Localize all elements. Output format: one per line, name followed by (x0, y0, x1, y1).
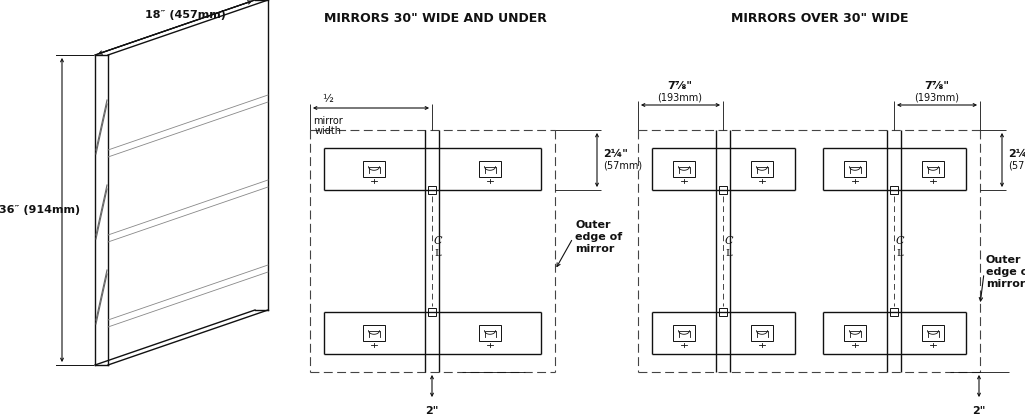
Bar (890, 308, 898, 316)
Text: (193mm): (193mm) (657, 93, 702, 103)
Text: 2¼": 2¼" (603, 149, 628, 159)
Text: 2": 2" (973, 406, 986, 416)
Bar (890, 186, 898, 194)
Text: ½: ½ (323, 94, 333, 104)
Text: (57mm): (57mm) (603, 161, 642, 171)
Text: 7⅞": 7⅞" (925, 81, 949, 91)
Bar (428, 308, 436, 316)
Text: mirror: mirror (986, 279, 1025, 289)
Text: (57mm): (57mm) (1008, 161, 1025, 171)
Text: width: width (315, 126, 341, 136)
Text: 2¼": 2¼" (1008, 149, 1025, 159)
Text: MIRRORS OVER 30" WIDE: MIRRORS OVER 30" WIDE (731, 12, 909, 25)
Bar (428, 186, 436, 194)
Text: edge of: edge of (986, 267, 1025, 277)
Bar (673, 161, 695, 177)
Text: (193mm): (193mm) (914, 93, 959, 103)
Text: 18″ (457mm): 18″ (457mm) (145, 10, 226, 20)
Bar (844, 325, 866, 341)
Bar (673, 325, 695, 341)
Text: mirror: mirror (313, 116, 343, 126)
Text: Outer: Outer (986, 255, 1022, 265)
Bar (751, 161, 773, 177)
Text: mirror: mirror (575, 244, 614, 254)
Bar (922, 325, 944, 341)
Text: C: C (725, 236, 734, 246)
Text: C: C (434, 236, 443, 246)
Bar (751, 325, 773, 341)
Bar (922, 161, 944, 177)
Bar (479, 161, 501, 177)
Text: 36″ (914mm): 36″ (914mm) (0, 205, 81, 215)
Text: 7⅞": 7⅞" (667, 81, 693, 91)
Bar (363, 325, 385, 341)
Text: edge of: edge of (575, 232, 622, 242)
Text: Outer: Outer (575, 220, 611, 230)
Text: L: L (434, 248, 441, 258)
Bar (719, 308, 727, 316)
Text: C: C (896, 236, 904, 246)
Bar (479, 325, 501, 341)
Text: L: L (896, 248, 903, 258)
Bar (719, 186, 727, 194)
Bar (844, 161, 866, 177)
Bar (363, 161, 385, 177)
Text: MIRRORS 30" WIDE AND UNDER: MIRRORS 30" WIDE AND UNDER (324, 12, 546, 25)
Text: L: L (725, 248, 732, 258)
Text: 2": 2" (425, 406, 439, 416)
